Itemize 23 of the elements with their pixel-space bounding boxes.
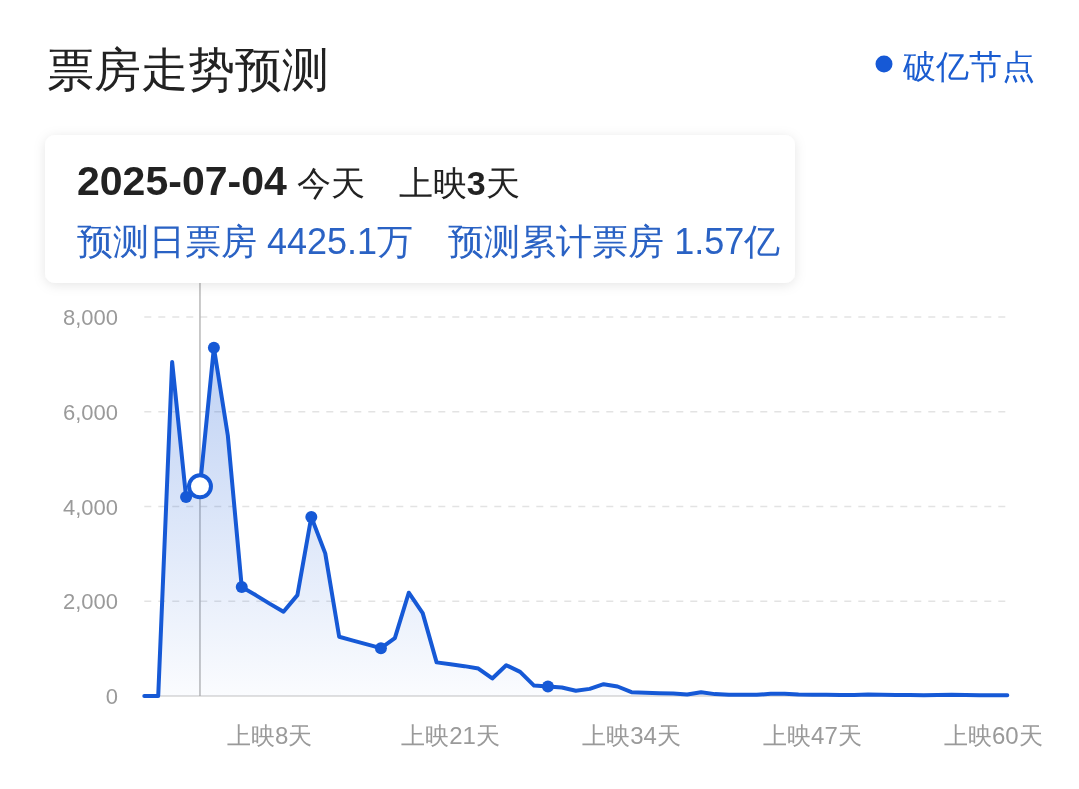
point <box>541 680 554 693</box>
x-tick-label: 上映21天 <box>401 722 500 749</box>
point <box>305 510 318 523</box>
y-tick-label: 8,000 <box>62 305 118 330</box>
y-tick-label: 2,000 <box>62 589 118 615</box>
x-tick-label: 上映34天 <box>582 722 681 749</box>
y-tick-label: 4,000 <box>62 494 118 520</box>
x-tick-label: 上映8天 <box>226 722 313 749</box>
point <box>235 581 248 594</box>
text: 上映3天 <box>398 164 520 202</box>
x-tick-label: 上映60天 <box>944 722 1043 749</box>
x-tick-label: 上映47天 <box>763 722 862 749</box>
text: 2025-07-04 <box>77 158 287 204</box>
point <box>207 341 220 354</box>
text: 预测累计票房 1.57亿 <box>448 221 781 262</box>
text: 今天 <box>296 164 365 202</box>
point <box>180 491 193 504</box>
legend-label: 破亿节点 <box>902 48 1035 85</box>
y-tick-label: 6,000 <box>62 399 118 425</box>
chart-title: 票房走势预测 <box>47 43 329 96</box>
text: 预测日票房 4425.1万 <box>77 221 414 262</box>
point <box>374 642 387 655</box>
y-tick-label: 0 <box>105 684 118 709</box>
